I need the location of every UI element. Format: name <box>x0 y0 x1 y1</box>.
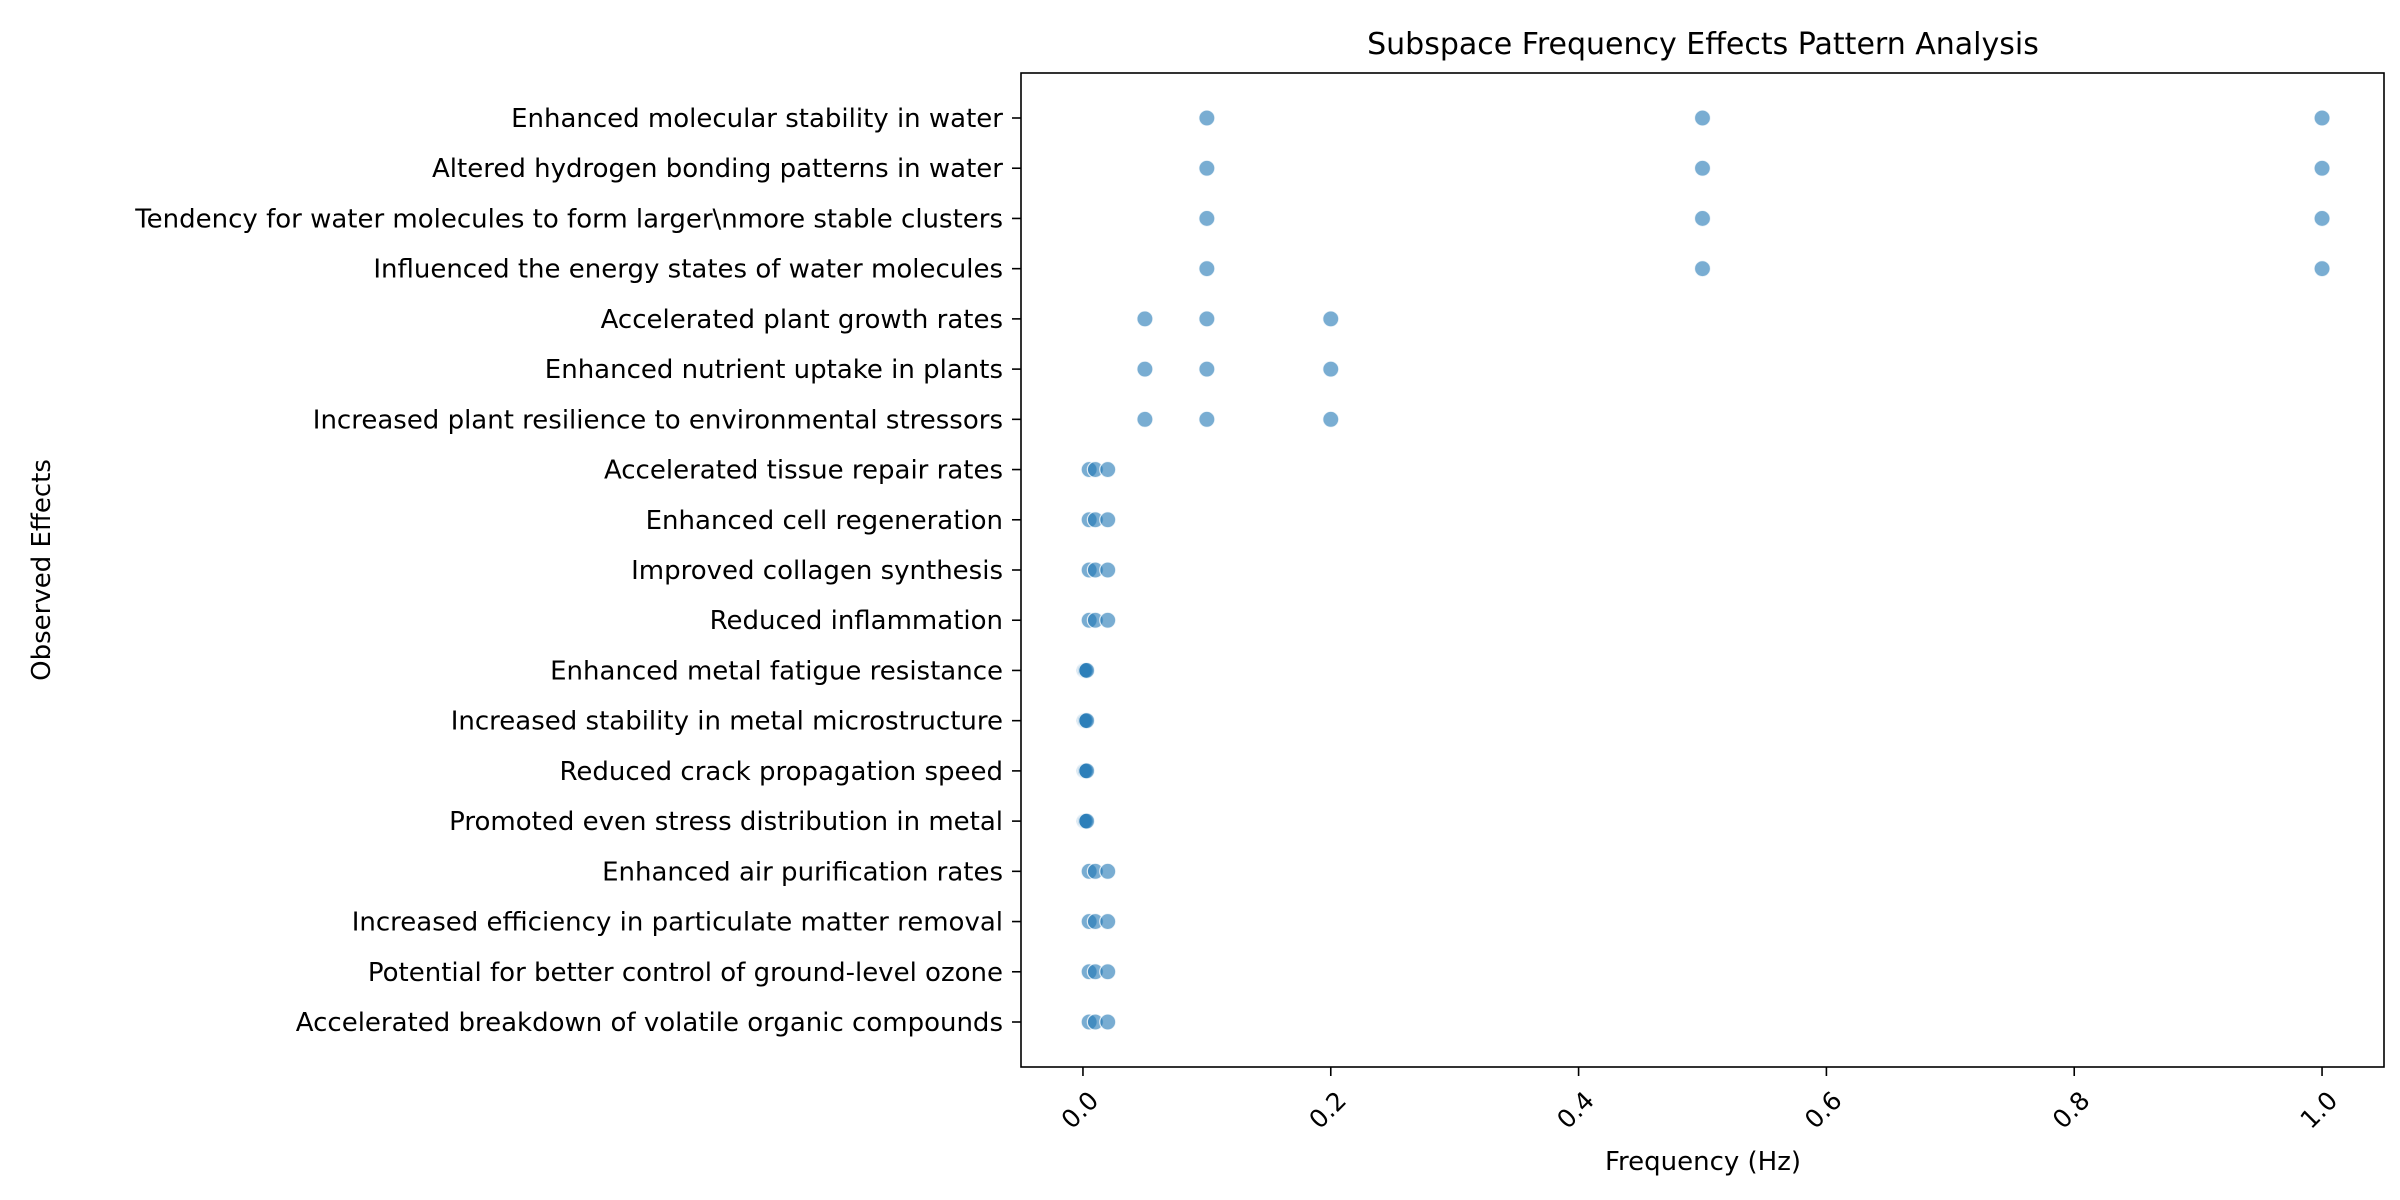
data-point <box>2313 109 2331 127</box>
data-point <box>1078 661 1096 680</box>
data-point <box>2313 209 2331 228</box>
data-point <box>2313 260 2331 278</box>
x-axis: 0.0 0.2 0.4 0.6 0.8 1.0 <box>1056 1067 2344 1135</box>
data-point <box>1099 561 1117 579</box>
y-axis: Enhanced molecular stability in water Alt… <box>134 104 1021 1038</box>
data-point <box>1136 360 1154 378</box>
data-point <box>1099 511 1117 529</box>
y-tick-label: Promoted even stress distribution in met… <box>449 807 1003 837</box>
x-tick-label: 0.6 <box>1799 1086 1848 1135</box>
y-tick-label: Enhanced air purification rates <box>602 857 1003 887</box>
data-point <box>2313 159 2331 177</box>
data-point <box>1322 410 1340 428</box>
data-point <box>1099 611 1117 629</box>
data-point <box>1099 1013 1117 1031</box>
y-tick-label: Improved collagen synthesis <box>631 556 1003 586</box>
x-tick-label: 0.8 <box>2047 1086 2096 1135</box>
y-tick-label: Increased plant resilience to environmen… <box>313 405 1003 435</box>
data-point <box>1136 310 1154 328</box>
y-tick-label: Potential for better control of ground-l… <box>368 958 1003 988</box>
y-tick-label: Accelerated tissue repair rates <box>604 456 1003 486</box>
y-tick-label: Accelerated plant growth rates <box>601 305 1003 335</box>
y-tick-label: Enhanced metal fatigue resistance <box>550 656 1003 686</box>
x-tick-label: 0.2 <box>1303 1086 1352 1135</box>
data-point <box>1198 159 1216 177</box>
data-point <box>1198 410 1216 428</box>
data-point <box>1198 310 1216 328</box>
data-point <box>1078 712 1096 730</box>
y-tick-label: Altered hydrogen bonding patterns in wat… <box>432 154 1003 184</box>
data-point <box>1693 209 1712 228</box>
data-point <box>1693 109 1712 127</box>
data-point <box>1136 410 1154 428</box>
data-point <box>1693 260 1712 278</box>
y-axis-label: Observed Effects <box>27 459 57 681</box>
data-point <box>1322 360 1340 378</box>
y-tick-label: Reduced inflammation <box>710 606 1003 636</box>
data-point <box>1099 862 1117 880</box>
x-tick-label: 1.0 <box>2295 1086 2344 1135</box>
x-tick-label: 0.0 <box>1056 1086 1105 1135</box>
data-point <box>1198 209 1216 228</box>
y-tick-label: Enhanced nutrient uptake in plants <box>545 355 1003 385</box>
y-tick-label: Increased stability in metal microstruct… <box>451 707 1003 737</box>
y-tick-label: Influenced the energy states of water mo… <box>373 255 1003 285</box>
data-point <box>1693 159 1712 177</box>
data-point <box>1322 310 1340 328</box>
data-point <box>1099 912 1117 931</box>
y-tick-label: Tendency for water molecules to form lar… <box>134 204 1003 234</box>
data-point <box>1099 460 1117 479</box>
y-tick-label: Accelerated breakdown of volatile organi… <box>296 1008 1003 1038</box>
data-point <box>1198 260 1216 278</box>
y-tick-label: Enhanced molecular stability in water <box>511 104 1003 134</box>
data-point <box>1078 812 1096 830</box>
x-tick-label: 0.4 <box>1551 1086 1600 1135</box>
x-axis-label: Frequency (Hz) <box>1605 1147 1801 1177</box>
data-point <box>1198 109 1216 127</box>
data-points <box>1075 109 2331 1031</box>
y-tick-label: Increased efficiency in particulate matt… <box>352 908 1003 938</box>
chart-title: Subspace Frequency Effects Pattern Analy… <box>1367 27 2039 62</box>
y-tick-label: Enhanced cell regeneration <box>646 506 1003 536</box>
data-point <box>1078 762 1096 780</box>
data-point <box>1099 963 1117 981</box>
data-point <box>1198 360 1216 378</box>
y-tick-label: Reduced crack propagation speed <box>560 757 1004 787</box>
